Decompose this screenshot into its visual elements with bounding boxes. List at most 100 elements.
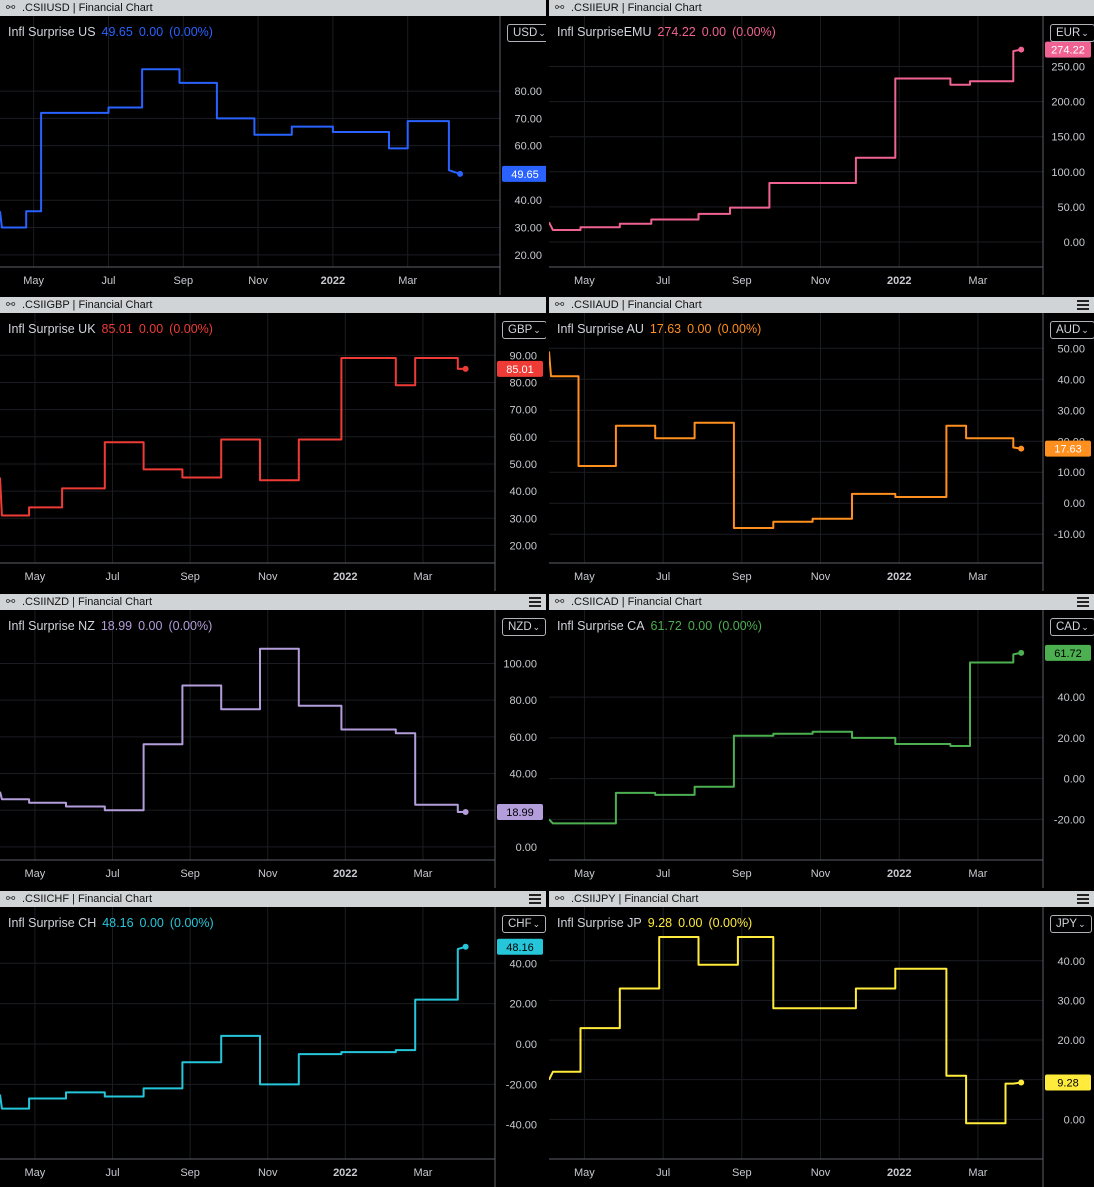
hamburger-menu-icon[interactable] xyxy=(529,597,541,607)
chart-panel-cad[interactable]: ⚯ .CSIICAD | Financial Chart -20.00 0.00 20.… xyxy=(549,594,1094,888)
x-tick-label: Sep xyxy=(732,275,752,287)
legend-last: 274.22 xyxy=(657,25,696,39)
panel-title: .CSIICHF | Financial Chart xyxy=(22,893,153,905)
y-tick-label: 0.00 xyxy=(516,1039,537,1051)
x-tick-label: May xyxy=(23,275,44,287)
link-icon[interactable]: ⚯ xyxy=(6,596,16,608)
chart-canvas[interactable]: -40.00 -20.00 0.00 20.00 40.00 May Jul Sep Nov 20… xyxy=(0,907,546,1187)
chart-canvas[interactable]: -10.000.0010.0020.0030.0040.0050.00MayJu… xyxy=(549,313,1094,591)
chart-panel-chf[interactable]: ⚯ .CSIICHF | Financial Chart -40.00 -20.00 0… xyxy=(0,891,546,1187)
currency-dropdown[interactable]: AUD⌄ xyxy=(1050,321,1094,339)
currency-dropdown[interactable]: GBP⌄ xyxy=(502,321,546,339)
chart-panel-gbp[interactable]: ⚯ .CSIIGBP | Financial Chart 20.00 30.00 40.… xyxy=(0,297,546,591)
panel-title-bar[interactable]: ⚯ .CSIIEUR | Financial Chart xyxy=(549,0,1094,16)
panel-title: .CSIIUSD | Financial Chart xyxy=(22,2,153,14)
panel-title: .CSIIJPY | Financial Chart xyxy=(571,893,699,905)
currency-dropdown[interactable]: NZD⌄ xyxy=(502,618,546,636)
last-point-marker xyxy=(462,943,469,950)
last-point-marker xyxy=(1018,445,1025,452)
x-tick-label: Mar xyxy=(398,275,417,287)
x-tick-label: 2022 xyxy=(333,1167,357,1179)
y-tick-label: 60.00 xyxy=(509,432,537,444)
chevron-down-icon: ⌄ xyxy=(538,28,546,38)
chart-canvas[interactable]: 0.0020.0040.0060.0080.00100.00MayJulSepN… xyxy=(0,610,546,888)
panel-title: .CSIIEUR | Financial Chart xyxy=(571,2,702,14)
link-icon[interactable]: ⚯ xyxy=(555,596,565,608)
series-name: Infl Surprise NZ xyxy=(8,619,95,633)
hamburger-menu-icon[interactable] xyxy=(529,894,541,904)
legend-change: 0.00 xyxy=(138,619,163,633)
chart-canvas[interactable]: 20.0030.0040.0050.0060.0070.0080.00MayJu… xyxy=(0,16,546,295)
panel-title-bar[interactable]: ⚯ .CSIICHF | Financial Chart xyxy=(0,891,546,907)
y-tick-label: 80.00 xyxy=(514,86,542,98)
chart-panel-nzd[interactable]: ⚯.CSIINZD | Financial Chart0.0020.0040.0… xyxy=(0,594,546,888)
currency-dropdown[interactable]: JPY⌄ xyxy=(1050,915,1092,933)
panel-title-bar[interactable]: ⚯ .CSIIJPY | Financial Chart xyxy=(549,891,1094,907)
chart-canvas[interactable]: 0.0010.0020.0030.0040.00MayJulSepNov2022… xyxy=(549,907,1094,1187)
currency-dropdown[interactable]: EUR⌄ xyxy=(1050,24,1094,42)
link-icon[interactable]: ⚯ xyxy=(555,893,565,905)
chart-panel-usd[interactable]: ⚯ .CSIIUSD | Financial Chart 20.00 30.00 40.… xyxy=(0,0,546,295)
hamburger-menu-icon[interactable] xyxy=(1077,894,1089,904)
series-legend: Infl SurpriseEMU 274.22 0.00 (0.00%) xyxy=(557,25,776,39)
legend-pct: (0.00%) xyxy=(717,322,762,336)
x-tick-label: Jul xyxy=(105,868,119,880)
series-line xyxy=(549,936,1022,1125)
chart-panel-eur[interactable]: ⚯ .CSIIEUR | Financial Chart 0.00 50.00 100.… xyxy=(549,0,1094,295)
x-tick-label: Sep xyxy=(180,868,200,880)
y-tick-label: 30.00 xyxy=(509,513,537,525)
currency-label: NZD xyxy=(508,621,532,633)
currency-label: CHF xyxy=(508,918,532,930)
panel-title: .CSIIAUD | Financial Chart xyxy=(571,299,702,311)
y-tick-label: -10.00 xyxy=(1054,529,1085,541)
x-tick-label: Sep xyxy=(180,1167,200,1179)
chart-canvas[interactable]: 20.00 30.00 40.00 50.00 60.00 70.00 80.00 90.00… xyxy=(0,313,546,591)
currency-dropdown[interactable]: CHF⌄ xyxy=(502,915,546,933)
last-price-badge-text: 274.22 xyxy=(1051,45,1085,57)
chart-panel-aud[interactable]: ⚯ .CSIIAUD | Financial Chart -10.00 0.00 10.… xyxy=(549,297,1094,591)
currency-label: EUR xyxy=(1056,27,1081,39)
chart-canvas[interactable]: 0.00 50.00 100.00 150.00 200.00 250.00 May Jul S… xyxy=(549,16,1094,295)
last-price-badge-text: 85.01 xyxy=(506,364,534,376)
x-tick-label: Sep xyxy=(173,275,193,287)
last-price-badge xyxy=(1045,644,1091,661)
legend-pct: (0.00%) xyxy=(169,322,213,336)
x-tick-label: 2022 xyxy=(887,571,911,583)
last-point-marker xyxy=(1018,1079,1025,1086)
y-tick-label: 70.00 xyxy=(509,405,537,417)
panel-title-bar[interactable]: ⚯ .CSIIGBP | Financial Chart xyxy=(0,297,546,313)
link-icon[interactable]: ⚯ xyxy=(6,299,16,311)
series-name: Infl Surprise AU xyxy=(557,322,644,336)
x-tick-label: Sep xyxy=(732,571,752,583)
x-tick-label: Nov xyxy=(811,571,831,583)
y-tick-label: 10.00 xyxy=(1057,467,1085,479)
hamburger-menu-icon[interactable] xyxy=(1077,300,1089,310)
y-tick-label: 90.00 xyxy=(509,350,537,362)
panel-title-bar[interactable]: ⚯ .CSIICAD | Financial Chart xyxy=(549,594,1094,610)
last-price-badge-text: 48.16 xyxy=(506,942,534,954)
currency-dropdown[interactable]: CAD⌄ xyxy=(1050,618,1094,636)
series-line xyxy=(549,651,1022,825)
legend-pct: (0.00%) xyxy=(732,25,776,39)
chart-canvas[interactable]: -20.00 0.00 20.00 40.00 May Jul Sep Nov 2022 Mar 6… xyxy=(549,610,1094,888)
link-icon[interactable]: ⚯ xyxy=(555,2,565,14)
chart-panel-jpy[interactable]: ⚯ .CSIIJPY | Financial Chart 0.0010.0020.0… xyxy=(549,891,1094,1187)
panel-title-bar[interactable]: ⚯ .CSIIAUD | Financial Chart xyxy=(549,297,1094,313)
y-tick-label: 30.00 xyxy=(514,223,542,235)
link-icon[interactable]: ⚯ xyxy=(6,893,16,905)
series-line xyxy=(0,945,466,1110)
last-price-badge xyxy=(502,165,546,182)
y-tick-label: -20.00 xyxy=(506,1079,537,1091)
panel-title-bar[interactable]: ⚯ .CSIIUSD | Financial Chart xyxy=(0,0,546,16)
x-tick-label: May xyxy=(574,868,595,880)
last-point-marker xyxy=(457,170,464,177)
link-icon[interactable]: ⚯ xyxy=(555,299,565,311)
legend-last: 61.72 xyxy=(650,619,682,633)
x-tick-label: Sep xyxy=(732,1167,752,1179)
hamburger-menu-icon[interactable] xyxy=(1077,597,1089,607)
series-legend: Infl Surprise UK 85.01 0.00 (0.00%) xyxy=(8,322,213,336)
panel-title-bar[interactable]: ⚯ .CSIINZD | Financial Chart xyxy=(0,594,546,610)
currency-dropdown[interactable]: USD⌄ xyxy=(507,24,546,42)
link-icon[interactable]: ⚯ xyxy=(6,2,16,14)
